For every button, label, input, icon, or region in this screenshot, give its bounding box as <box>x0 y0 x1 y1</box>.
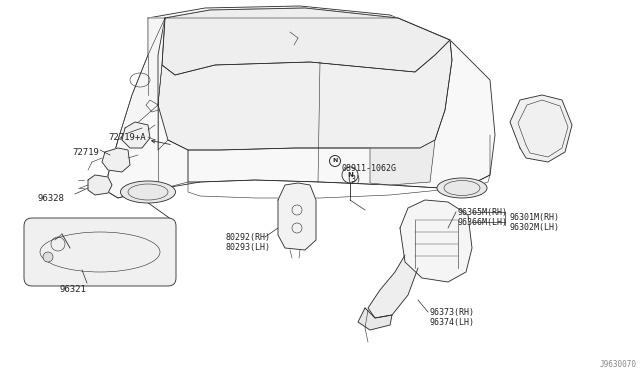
Text: 96321: 96321 <box>60 285 87 294</box>
Text: N: N <box>347 172 353 178</box>
Polygon shape <box>122 122 150 148</box>
Polygon shape <box>118 18 450 140</box>
Ellipse shape <box>120 181 175 203</box>
Polygon shape <box>108 6 495 198</box>
Text: 72719: 72719 <box>72 148 99 157</box>
Text: 96302M(LH): 96302M(LH) <box>510 223 560 232</box>
Text: (3): (3) <box>346 175 361 184</box>
Polygon shape <box>368 255 418 318</box>
Text: 72719+A: 72719+A <box>108 133 146 142</box>
Polygon shape <box>400 200 472 282</box>
Polygon shape <box>370 140 435 185</box>
Text: 96366M(LH): 96366M(LH) <box>458 218 508 227</box>
Polygon shape <box>88 175 112 195</box>
Text: 96328: 96328 <box>38 194 65 203</box>
Text: 08911-1062G: 08911-1062G <box>342 164 397 173</box>
Polygon shape <box>158 8 452 150</box>
Text: 96373(RH): 96373(RH) <box>430 308 475 317</box>
Text: 96374(LH): 96374(LH) <box>430 318 475 327</box>
Polygon shape <box>358 308 392 330</box>
Polygon shape <box>510 95 572 162</box>
Ellipse shape <box>437 178 487 198</box>
Circle shape <box>43 252 53 262</box>
FancyBboxPatch shape <box>24 218 176 286</box>
Text: J9630070: J9630070 <box>600 360 637 369</box>
Text: 96301M(RH): 96301M(RH) <box>510 213 560 222</box>
Text: 80293(LH): 80293(LH) <box>225 243 270 252</box>
Text: 96365M(RH): 96365M(RH) <box>458 208 508 217</box>
Text: 80292(RH): 80292(RH) <box>225 233 270 242</box>
Polygon shape <box>162 8 450 75</box>
Polygon shape <box>278 183 316 250</box>
Text: N: N <box>332 158 338 164</box>
Polygon shape <box>102 148 130 172</box>
